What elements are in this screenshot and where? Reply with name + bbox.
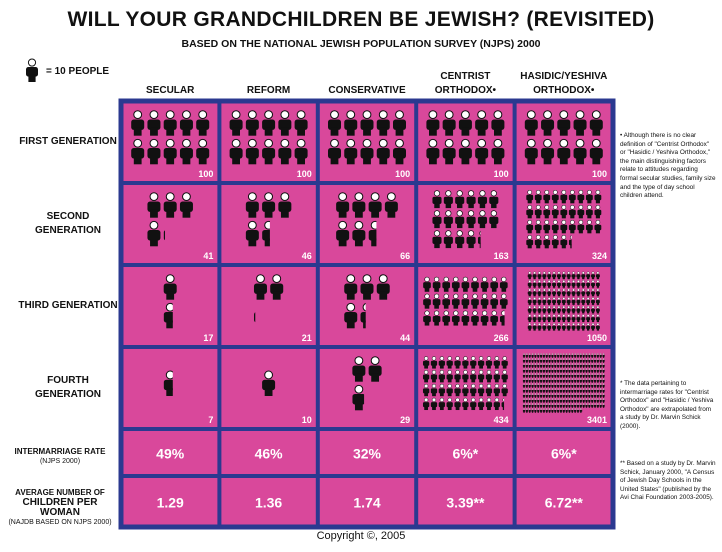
value-label: 41 — [203, 251, 213, 261]
note: ** Based on a study by Dr. Marvin Schick… — [620, 460, 716, 502]
row-header: FIRST GENERATION — [19, 136, 117, 147]
row-header: THIRD GENERATION — [18, 300, 118, 311]
rate-value: 1.36 — [255, 495, 282, 511]
value-label: 66 — [400, 251, 410, 261]
value-label: 3401 — [587, 415, 607, 425]
grid-background — [118, 98, 616, 530]
value-label: 100 — [494, 169, 509, 179]
note: * The data pertaining to intermarriage r… — [620, 380, 714, 430]
value-label: 100 — [592, 169, 607, 179]
row-header: FOURTH GENERATION — [35, 375, 101, 400]
row-header: SECOND GENERATION — [35, 211, 101, 236]
value-label: 17 — [203, 333, 213, 343]
icon-group — [422, 276, 508, 326]
value-label: 21 — [302, 333, 312, 343]
rate-value: 46% — [255, 446, 284, 462]
value-label: 1050 — [587, 333, 607, 343]
value-label: 10 — [302, 415, 312, 425]
row-header-line: (NJPS 2000) — [39, 458, 81, 465]
footer: Copyright ©, 2005 — [316, 530, 406, 542]
row-header-line: AVERAGE NUMBER OF — [15, 488, 105, 497]
value-label: 29 — [400, 415, 410, 425]
value-label: 100 — [297, 169, 312, 179]
legend-label: = 10 PEOPLE — [46, 66, 110, 77]
value-label: 44 — [400, 333, 410, 343]
value-label: 266 — [494, 333, 509, 343]
row-header: INTERMARRIAGE RATE (NJPS 2000) — [2, 447, 118, 467]
value-label: 100 — [395, 169, 410, 179]
rate-value: 32% — [353, 446, 382, 462]
value-label: 46 — [302, 251, 312, 261]
column-header: CENTRIST ORTHODOX• — [434, 71, 497, 96]
rate-value: 6.72** — [545, 495, 584, 511]
rate-value: 6%* — [453, 446, 479, 462]
rate-value: 1.29 — [157, 495, 184, 511]
row-header-line: (NAJDB BASED ON NJPS 2000) — [8, 519, 112, 526]
value-label: 163 — [494, 251, 509, 261]
column-header: SECULAR — [146, 85, 195, 96]
row-header-line: INTERMARRIAGE RATE — [14, 447, 106, 456]
legend-icon — [25, 58, 39, 83]
value-label: 7 — [208, 415, 213, 425]
column-header: REFORM — [246, 85, 291, 96]
value-label: 324 — [592, 251, 607, 261]
icon-group — [527, 271, 600, 331]
value-label: 100 — [198, 169, 213, 179]
rate-value: 3.39** — [446, 495, 485, 511]
subtitle: BASED ON THE NATIONAL JEWISH POPULATION … — [181, 38, 541, 50]
row-header-line: CHILDREN PER WOMAN — [22, 497, 98, 518]
column-header: CONSERVATIVE — [328, 85, 406, 96]
title: WILL YOUR GRANDCHILDREN BE JEWISH? (REVI… — [67, 8, 655, 31]
rate-value: 49% — [156, 446, 185, 462]
note: • Although there is no clear definition … — [620, 132, 716, 200]
rate-value: 1.74 — [353, 495, 380, 511]
rate-value: 6%* — [551, 446, 577, 462]
row-header: AVERAGE NUMBER OF CHILDREN PER WOMAN (NAJD… — [2, 488, 118, 528]
value-label: 434 — [494, 415, 509, 425]
column-header: HASIDIC/YESHIVA ORTHODOX• — [520, 71, 608, 96]
